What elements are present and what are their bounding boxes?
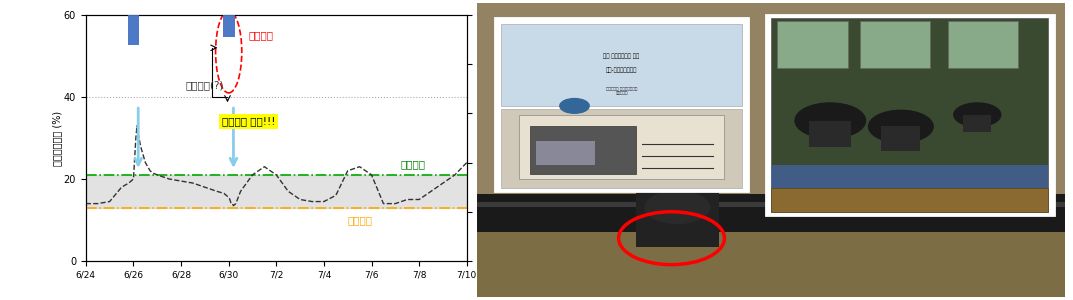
Text: 관개필요(?): 관개필요(?)	[186, 80, 224, 90]
Circle shape	[560, 98, 589, 113]
FancyBboxPatch shape	[809, 121, 852, 147]
Circle shape	[645, 191, 709, 224]
Circle shape	[795, 103, 866, 138]
FancyBboxPatch shape	[477, 194, 1065, 297]
Text: 농초진흥청 국립농업과학원
농업공학부: 농초진흥청 국립농업과학원 농업공학부	[606, 87, 637, 95]
FancyBboxPatch shape	[859, 21, 930, 68]
FancyBboxPatch shape	[501, 24, 743, 106]
FancyBboxPatch shape	[495, 18, 748, 191]
FancyBboxPatch shape	[636, 179, 719, 247]
FancyBboxPatch shape	[881, 127, 921, 151]
FancyBboxPatch shape	[477, 194, 1065, 232]
Circle shape	[954, 103, 1001, 127]
Text: 노지 스마트관개를 위한: 노지 스마트관개를 위한	[603, 53, 640, 59]
Text: 펜프·자동제어시스템: 펜프·자동제어시스템	[606, 68, 637, 74]
Bar	[128, 15, 139, 44]
FancyBboxPatch shape	[477, 3, 1065, 297]
Text: 관개시작: 관개시작	[348, 215, 372, 225]
Text: 일기예보: 일기예보	[249, 31, 274, 40]
FancyBboxPatch shape	[766, 15, 1054, 215]
Text: 관개종료: 관개종료	[400, 160, 425, 170]
FancyBboxPatch shape	[477, 3, 1065, 194]
FancyBboxPatch shape	[771, 18, 1048, 212]
Circle shape	[868, 110, 934, 143]
FancyBboxPatch shape	[771, 188, 1048, 212]
FancyBboxPatch shape	[771, 165, 1048, 188]
FancyBboxPatch shape	[777, 21, 848, 68]
FancyBboxPatch shape	[501, 109, 743, 188]
Y-axis label: 강우량 (mm): 강우량 (mm)	[498, 114, 508, 162]
FancyBboxPatch shape	[536, 141, 596, 165]
FancyBboxPatch shape	[530, 127, 636, 173]
FancyBboxPatch shape	[964, 115, 991, 132]
FancyBboxPatch shape	[518, 115, 724, 179]
Bar	[86, 175, 467, 208]
Y-axis label: 토양수분함량 (%): 토양수분함량 (%)	[53, 110, 62, 166]
Text: 관개여부 판단!!!: 관개여부 판단!!!	[221, 117, 275, 127]
Bar	[223, 15, 235, 37]
FancyBboxPatch shape	[477, 202, 1065, 208]
FancyBboxPatch shape	[947, 21, 1018, 68]
